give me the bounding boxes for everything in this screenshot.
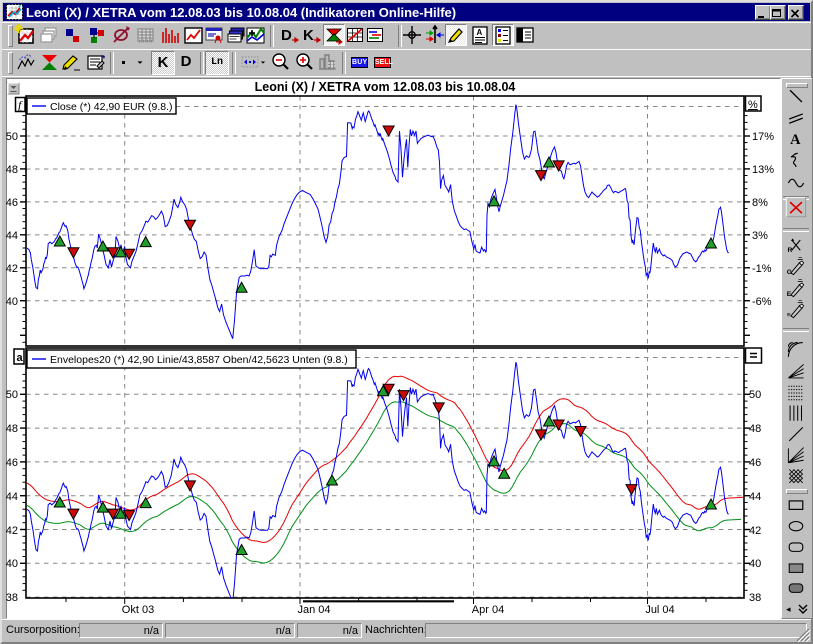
svg-text:8%: 8% [752, 197, 768, 209]
svg-text:38: 38 [6, 592, 18, 604]
svg-text:Okt 03: Okt 03 [122, 604, 154, 616]
svg-text:G: G [787, 269, 792, 276]
svg-text:46: 46 [749, 457, 761, 469]
svg-text:44: 44 [6, 230, 18, 242]
svg-text:≡: ≡ [787, 311, 791, 318]
svg-text:50: 50 [749, 389, 761, 401]
svg-text:Jan 04: Jan 04 [297, 604, 330, 616]
svg-text:44: 44 [6, 491, 18, 503]
svg-text:a: a [17, 352, 24, 364]
svg-text:-1%: -1% [752, 263, 772, 275]
svg-text:A: A [477, 28, 483, 37]
svg-text:Envelopes20 (*) 42,90 Linie/43: Envelopes20 (*) 42,90 Linie/43,8587 Oben… [50, 354, 348, 366]
svg-text:42: 42 [6, 263, 18, 275]
svg-text:E: E [787, 291, 792, 298]
svg-text:R: R [788, 247, 793, 254]
svg-text:40: 40 [6, 296, 18, 308]
svg-text:Apr 04: Apr 04 [472, 604, 504, 616]
svg-text:44: 44 [749, 491, 761, 503]
svg-text:13%: 13% [752, 164, 774, 176]
svg-text:38: 38 [749, 592, 761, 604]
svg-text:A: A [790, 132, 801, 148]
svg-text:48: 48 [749, 423, 761, 435]
svg-text:46: 46 [6, 457, 18, 469]
svg-text:50: 50 [6, 389, 18, 401]
svg-text:50: 50 [6, 131, 18, 143]
svg-text:D: D [281, 27, 292, 44]
svg-text:46: 46 [6, 197, 18, 209]
svg-text:40: 40 [749, 558, 761, 570]
svg-text:3%: 3% [752, 230, 768, 242]
svg-text:40: 40 [6, 558, 18, 570]
svg-text:42: 42 [749, 525, 761, 537]
svg-text:Leoni (X) / XETRA vom 12.08.03: Leoni (X) / XETRA vom 12.08.03 bis 10.08… [255, 80, 516, 94]
svg-text:f: f [18, 98, 23, 112]
svg-text:Jul 04: Jul 04 [645, 604, 674, 616]
svg-text:%: % [748, 99, 758, 111]
svg-text:48: 48 [6, 423, 18, 435]
svg-text:K: K [303, 27, 314, 44]
svg-text:48: 48 [6, 164, 18, 176]
svg-text:17%: 17% [752, 131, 774, 143]
svg-text:Close (*) 42,90 EUR (9.8.): Close (*) 42,90 EUR (9.8.) [50, 101, 173, 113]
svg-text:-6%: -6% [752, 296, 772, 308]
svg-text:42: 42 [6, 525, 18, 537]
